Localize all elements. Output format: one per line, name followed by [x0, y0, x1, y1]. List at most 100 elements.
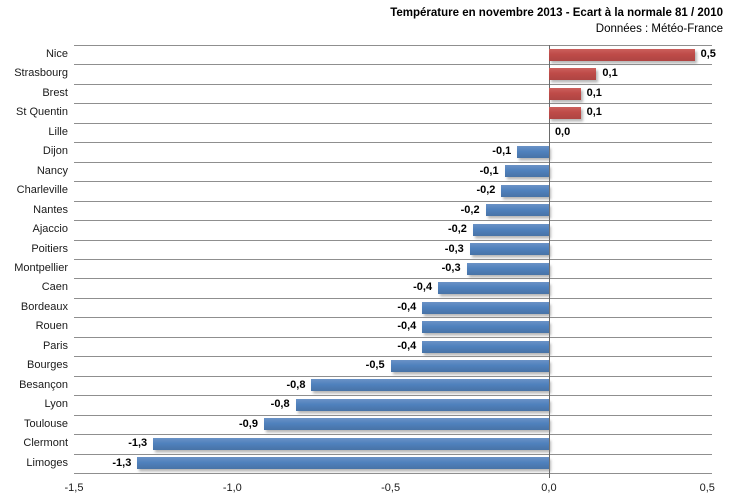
bar-brest	[548, 87, 581, 100]
category-label-caen: Caen	[41, 281, 68, 294]
category-label-lyon: Lyon	[44, 398, 68, 411]
chart-subtitle: Données : Météo-France	[595, 23, 723, 35]
row-gridline	[74, 181, 712, 183]
x-tick-label: -0,5	[381, 482, 401, 494]
category-label-nancy: Nancy	[36, 164, 68, 177]
bar-charleville	[501, 184, 549, 197]
row-gridline	[74, 297, 712, 299]
row-gridline	[74, 278, 712, 280]
value-label: -0,9	[239, 417, 258, 430]
value-label: -0,2	[460, 203, 480, 216]
row-gridline	[74, 336, 712, 338]
value-label: -0,2	[476, 184, 496, 197]
value-label: -1,3	[112, 456, 132, 469]
category-label-ajaccio: Ajaccio	[32, 223, 68, 236]
value-label: 0,1	[602, 67, 618, 80]
value-label: -0,1	[492, 145, 512, 158]
category-label-nice: Nice	[45, 48, 68, 60]
bar-lyon	[295, 398, 549, 411]
value-label: -0,8	[286, 378, 306, 391]
value-label: 0,5	[700, 48, 716, 60]
bar-caen	[438, 282, 549, 295]
category-label-lille: Lille	[48, 125, 68, 138]
bar-dijon	[517, 146, 549, 158]
row-gridline	[74, 356, 712, 358]
row-gridline	[74, 64, 712, 66]
x-tick-label: 0,5	[699, 482, 715, 494]
value-label: -0,5	[365, 359, 385, 372]
row-gridline	[74, 103, 712, 105]
row-gridline	[74, 259, 712, 260]
bar-nancy	[504, 165, 549, 178]
category-label-dijon: Dijon	[42, 145, 68, 158]
bar-montpellier	[466, 262, 549, 275]
x-tick-label: 0,0	[541, 482, 557, 494]
chart-title: Température en novembre 2013 - Ecart à l…	[390, 7, 723, 19]
value-label: -0,3	[441, 262, 461, 274]
category-label-st-quentin: St Quentin	[16, 106, 68, 119]
category-label-rouen: Rouen	[35, 320, 68, 333]
row-gridline	[74, 414, 712, 416]
category-label-paris: Paris	[42, 339, 68, 352]
bar-bourges	[390, 360, 549, 372]
category-label-besançon: Besançon	[19, 378, 68, 391]
row-gridline	[74, 395, 712, 397]
zero-axis-line	[548, 45, 550, 473]
category-label-limoges: Limoges	[26, 456, 68, 469]
value-label: -0,8	[270, 398, 290, 411]
category-label-bordeaux: Bordeaux	[20, 300, 68, 313]
bar-limoges	[137, 457, 549, 470]
row-gridline	[74, 317, 712, 319]
value-label: 0,0	[554, 125, 571, 138]
category-label-strasbourg: Strasbourg	[14, 67, 68, 80]
value-label: -0,3	[444, 242, 464, 255]
value-label: -1,3	[128, 437, 148, 450]
bar-paris	[422, 340, 549, 353]
category-label-clermont: Clermont	[23, 437, 68, 450]
bar-clermont	[153, 437, 549, 450]
bar-rouen	[422, 321, 549, 334]
plot-area: 0,5 0,1 0,1 0,1 0,0 -0,1 -0,1 -0,2 -0,2 -0,2 -0,3-…	[74, 45, 716, 474]
row-gridline	[74, 220, 712, 222]
row-gridline	[74, 453, 712, 455]
value-label: -0,4	[397, 339, 417, 352]
zero-axis-tick	[548, 473, 550, 478]
bar-poitiers	[469, 243, 549, 256]
row-gridline	[74, 473, 712, 474]
category-label-toulouse: Toulouse	[23, 417, 68, 430]
row-gridline	[74, 239, 712, 241]
row-gridline	[74, 122, 712, 124]
bar-bordeaux	[422, 301, 549, 314]
value-label: -0,4	[397, 320, 417, 333]
value-label: -0,2	[447, 223, 467, 236]
category-label-brest: Brest	[42, 86, 68, 99]
value-label: 0,1	[586, 106, 602, 119]
value-label: -0,1	[479, 164, 499, 177]
row-gridline	[74, 375, 712, 377]
category-label-bourges: Bourges	[27, 359, 68, 372]
row-gridline	[74, 83, 712, 85]
bar-nantes	[485, 204, 549, 217]
row-gridline	[74, 161, 712, 163]
value-label: 0,1	[586, 86, 602, 99]
value-label: -0,4	[397, 300, 417, 313]
value-label: -0,4	[413, 281, 433, 294]
x-tick-label: -1,0	[222, 482, 242, 494]
x-tick-label: -1,5	[64, 482, 84, 494]
chart-header: Température en novembre 2013 - Ecart à l…	[390, 5, 723, 37]
bar-st-quentin	[548, 107, 581, 120]
bar-nice	[548, 48, 695, 61]
bar-strasbourg	[548, 68, 597, 81]
row-gridline	[74, 200, 712, 202]
category-label-nantes: Nantes	[33, 203, 68, 216]
category-label-montpellier: Montpellier	[14, 262, 68, 274]
row-gridline	[74, 142, 712, 144]
bar-toulouse	[263, 418, 549, 431]
bar-ajaccio	[472, 223, 549, 236]
row-gridline	[74, 434, 712, 436]
bar-besançon	[311, 379, 549, 392]
category-label-charleville: Charleville	[16, 184, 68, 197]
category-label-poitiers: Poitiers	[31, 242, 68, 255]
row-gridline	[74, 45, 712, 46]
